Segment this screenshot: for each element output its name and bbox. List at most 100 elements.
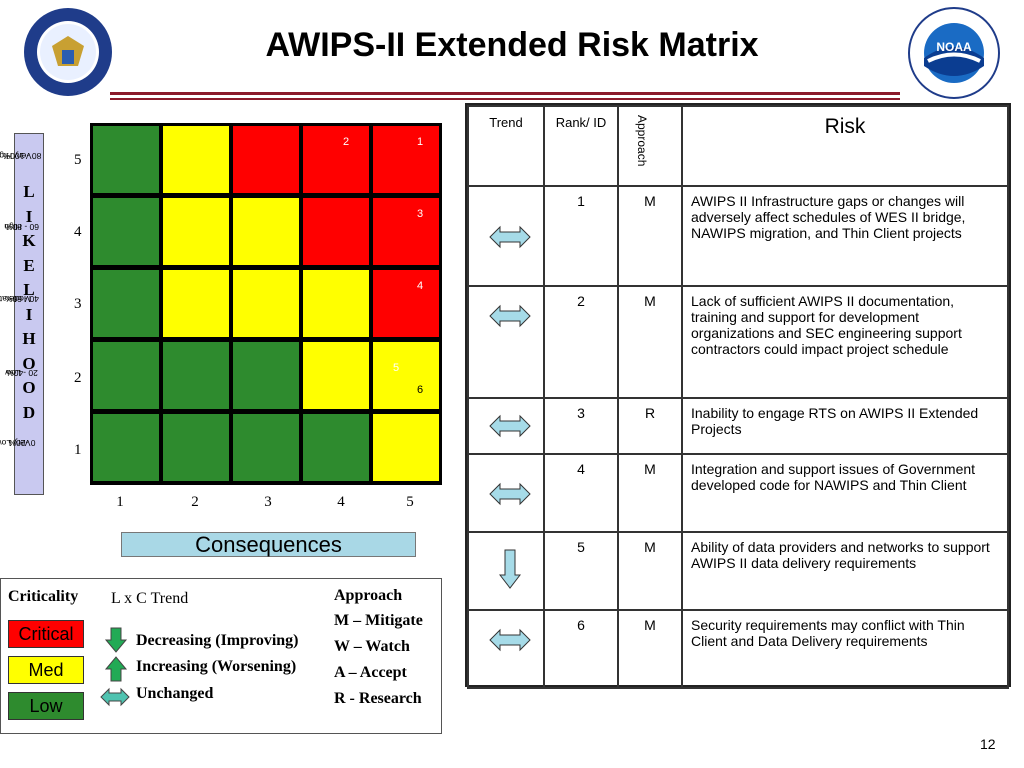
likelihood-label-box	[14, 133, 44, 495]
rank-cell: 6	[543, 609, 619, 689]
risk-cell: Integration and support issues of Govern…	[681, 453, 1009, 533]
matrix-cell	[93, 126, 159, 193]
consequence-level: 2	[191, 494, 199, 510]
likelihood-row-label: Low 20 -40%	[5, 368, 38, 378]
matrix-cell	[93, 270, 159, 337]
criticality-title: Criticality	[8, 588, 79, 605]
matrix-cell	[163, 414, 229, 481]
likelihood-level: 5	[74, 152, 82, 168]
approach-item: A – Accept	[334, 664, 407, 681]
likelihood-letter: D	[22, 402, 36, 422]
table-row: 2 M Lack of sufficient AWIPS II document…	[467, 285, 1009, 399]
approach-cell: M	[617, 609, 683, 689]
page-title: AWIPS-II Extended Risk Matrix	[265, 26, 759, 64]
matrix-cell	[303, 414, 369, 481]
matrix-cell	[303, 342, 369, 409]
rank-cell: 4	[543, 453, 619, 533]
trend-cell	[467, 609, 545, 689]
trend-increasing-label: Increasing (Worsening)	[136, 658, 297, 675]
header-approach: Approach	[617, 105, 683, 187]
risk-marker: 6	[417, 384, 424, 396]
matrix-cell	[163, 198, 229, 265]
matrix-cell	[163, 342, 229, 409]
matrix-cell	[373, 270, 439, 337]
table-row: 4 M Integration and support issues of Go…	[467, 453, 1009, 533]
header-trend: Trend	[467, 105, 545, 187]
trend-cell	[467, 397, 545, 455]
rank-cell: 3	[543, 397, 619, 455]
consequence-level: 3	[264, 494, 272, 510]
matrix-cell	[303, 270, 369, 337]
likelihood-letter: L	[23, 280, 35, 299]
risk-cell: Ability of data providers and networks t…	[681, 531, 1009, 611]
likelihood-row-label: Very High80 - 100%	[0, 151, 42, 161]
likelihood-letter: E	[23, 255, 35, 275]
matrix-cell	[93, 198, 159, 265]
svg-text:NOAA: NOAA	[936, 40, 972, 54]
risk-cell: Lack of sufficient AWIPS II documentatio…	[681, 285, 1009, 399]
risk-cell: Security requirements may conflict with …	[681, 609, 1009, 689]
risk-matrix-grid: 1 2 3 4 5 6	[90, 123, 442, 485]
matrix-cell	[93, 414, 159, 481]
table-row: 6 M Security requirements may conflict w…	[467, 609, 1009, 689]
likelihood-letter: L	[23, 182, 35, 201]
likelihood-letter: O	[22, 378, 36, 397]
likelihood-row-label: Moderate40 - 60%	[0, 294, 40, 304]
approach-title: Approach	[334, 587, 403, 604]
matrix-cell	[163, 270, 229, 337]
risk-marker: 4	[417, 280, 424, 292]
matrix-cell	[373, 342, 439, 409]
up-arrow-icon	[104, 656, 128, 682]
likelihood-level: 4	[74, 224, 82, 240]
matrix-cell	[303, 198, 369, 265]
likelihood-level: 2	[74, 370, 82, 386]
matrix-cell	[233, 126, 299, 193]
header-rule	[110, 92, 900, 95]
department-of-commerce-seal	[24, 8, 112, 96]
rank-cell: 5	[543, 531, 619, 611]
criticality-med-chip: Med	[8, 656, 84, 684]
likelihood-row-label: Very Low0 -20%	[0, 438, 36, 448]
consequence-level: 1	[116, 494, 124, 510]
approach-item: M – Mitigate	[334, 612, 423, 629]
down-arrow-icon	[104, 627, 128, 653]
likelihood-label: L I K E L I H O O D	[14, 180, 44, 425]
approach-cell: R	[617, 397, 683, 455]
trend-cell	[467, 285, 545, 399]
matrix-cell	[233, 342, 299, 409]
double-arrow-icon	[489, 225, 531, 249]
approach-item: R - Research	[334, 690, 422, 707]
approach-cell: M	[617, 453, 683, 533]
risk-cell: Inability to engage RTS on AWIPS II Exte…	[681, 397, 1009, 455]
double-arrow-icon	[489, 482, 531, 506]
matrix-cell	[233, 270, 299, 337]
approach-cell: M	[617, 285, 683, 399]
matrix-cell	[373, 414, 439, 481]
matrix-cell	[303, 126, 369, 193]
trend-cell	[467, 185, 545, 287]
rank-cell: 2	[543, 285, 619, 399]
likelihood-letter: O	[22, 353, 36, 373]
matrix-cell	[373, 198, 439, 265]
double-arrow-icon	[489, 304, 531, 328]
page-number: 12	[980, 736, 996, 752]
trend-unchanged-label: Unchanged	[136, 685, 214, 702]
approach-item: W – Watch	[334, 638, 410, 655]
risk-marker: 2	[343, 136, 350, 148]
trend-cell	[467, 453, 545, 533]
matrix-cell	[93, 342, 159, 409]
trend-title: L x C Trend	[111, 590, 189, 607]
rank-cell: 1	[543, 185, 619, 287]
consequence-level: 5	[406, 494, 414, 510]
header-rule	[110, 98, 900, 100]
criticality-low-chip: Low	[8, 692, 84, 720]
likelihood-letter: K	[22, 231, 36, 250]
likelihood-row-label: High 60 - 80%	[4, 222, 40, 232]
down-arrow-icon	[499, 549, 521, 589]
criticality-critical-chip: Critical	[8, 620, 84, 648]
risk-marker: 3	[417, 208, 424, 220]
table-header-row: Trend Rank/ ID Approach Risk	[467, 105, 1009, 187]
double-arrow-icon	[100, 687, 130, 707]
double-arrow-icon	[489, 628, 531, 652]
likelihood-level: 3	[74, 296, 82, 312]
